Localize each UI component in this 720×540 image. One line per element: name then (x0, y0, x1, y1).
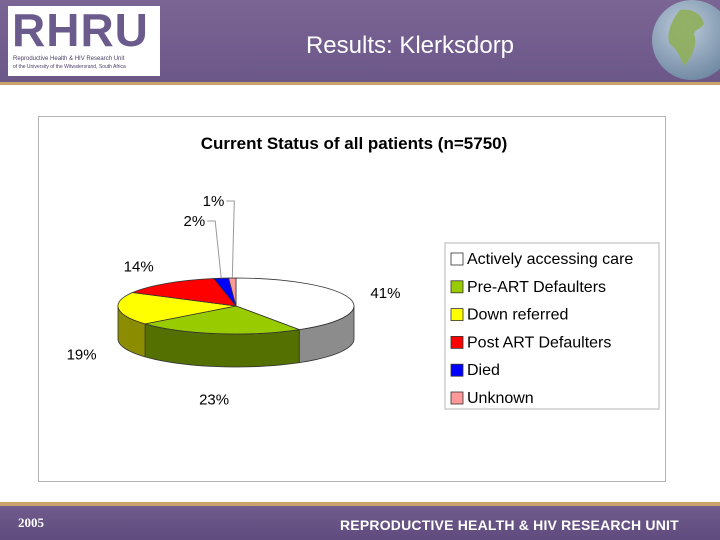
logo-subtitle-2: of the University of the Witwatersrand, … (13, 64, 126, 70)
logo-text: RHRU (12, 4, 149, 56)
legend-swatch (450, 280, 464, 294)
pie-slice (228, 277, 237, 307)
legend-swatch (450, 391, 464, 405)
legend-label: Pre-ART Defaulters (467, 279, 606, 296)
footer-organization: REPRODUCTIVE HEALTH & HIV RESEARCH UNIT (340, 517, 679, 533)
header-divider (0, 82, 720, 85)
slide-footer (0, 506, 720, 540)
data-label: 23% (199, 391, 229, 408)
legend-label: Down referred (467, 307, 568, 324)
footer-divider (0, 502, 720, 506)
chart-panel: Current Status of all patients (n=5750) … (38, 116, 666, 482)
page-title: Results: Klerksdorp (305, 32, 515, 59)
chart-title: Current Status of all patients (n=5750) (201, 134, 508, 153)
legend-frame (444, 242, 660, 410)
legend-label: Post ART Defaulters (467, 334, 611, 351)
footer-year: 2005 (18, 515, 44, 530)
legend-label: Died (467, 362, 500, 379)
leader-line (226, 200, 235, 279)
legend-label: Unknown (467, 390, 534, 407)
logo-subtitle: Reproductive Health & HIV Research Unit (13, 56, 125, 62)
data-label: 14% (124, 259, 154, 276)
pie-chart: Current Status of all patients (n=5750) … (67, 134, 660, 410)
data-label: 1% (203, 193, 225, 210)
rhru-logo: RHRU Reproductive Health & HIV Research … (8, 4, 160, 76)
legend-swatch (450, 363, 464, 377)
legend-swatch (450, 252, 464, 266)
data-label: 2% (184, 213, 206, 230)
chart-legend: Actively accessing care Pre-ART Defaulter… (444, 242, 660, 410)
pie-slice (131, 278, 237, 307)
data-label: 41% (370, 285, 400, 302)
legend-label: Actively accessing care (467, 251, 633, 268)
pie-slice (117, 292, 237, 325)
leader-line (207, 220, 222, 279)
globe-icon (652, 0, 720, 80)
pie-slice (144, 305, 301, 335)
legend-swatch (450, 308, 464, 322)
legend-swatch (450, 335, 464, 349)
data-label: 19% (67, 347, 97, 364)
